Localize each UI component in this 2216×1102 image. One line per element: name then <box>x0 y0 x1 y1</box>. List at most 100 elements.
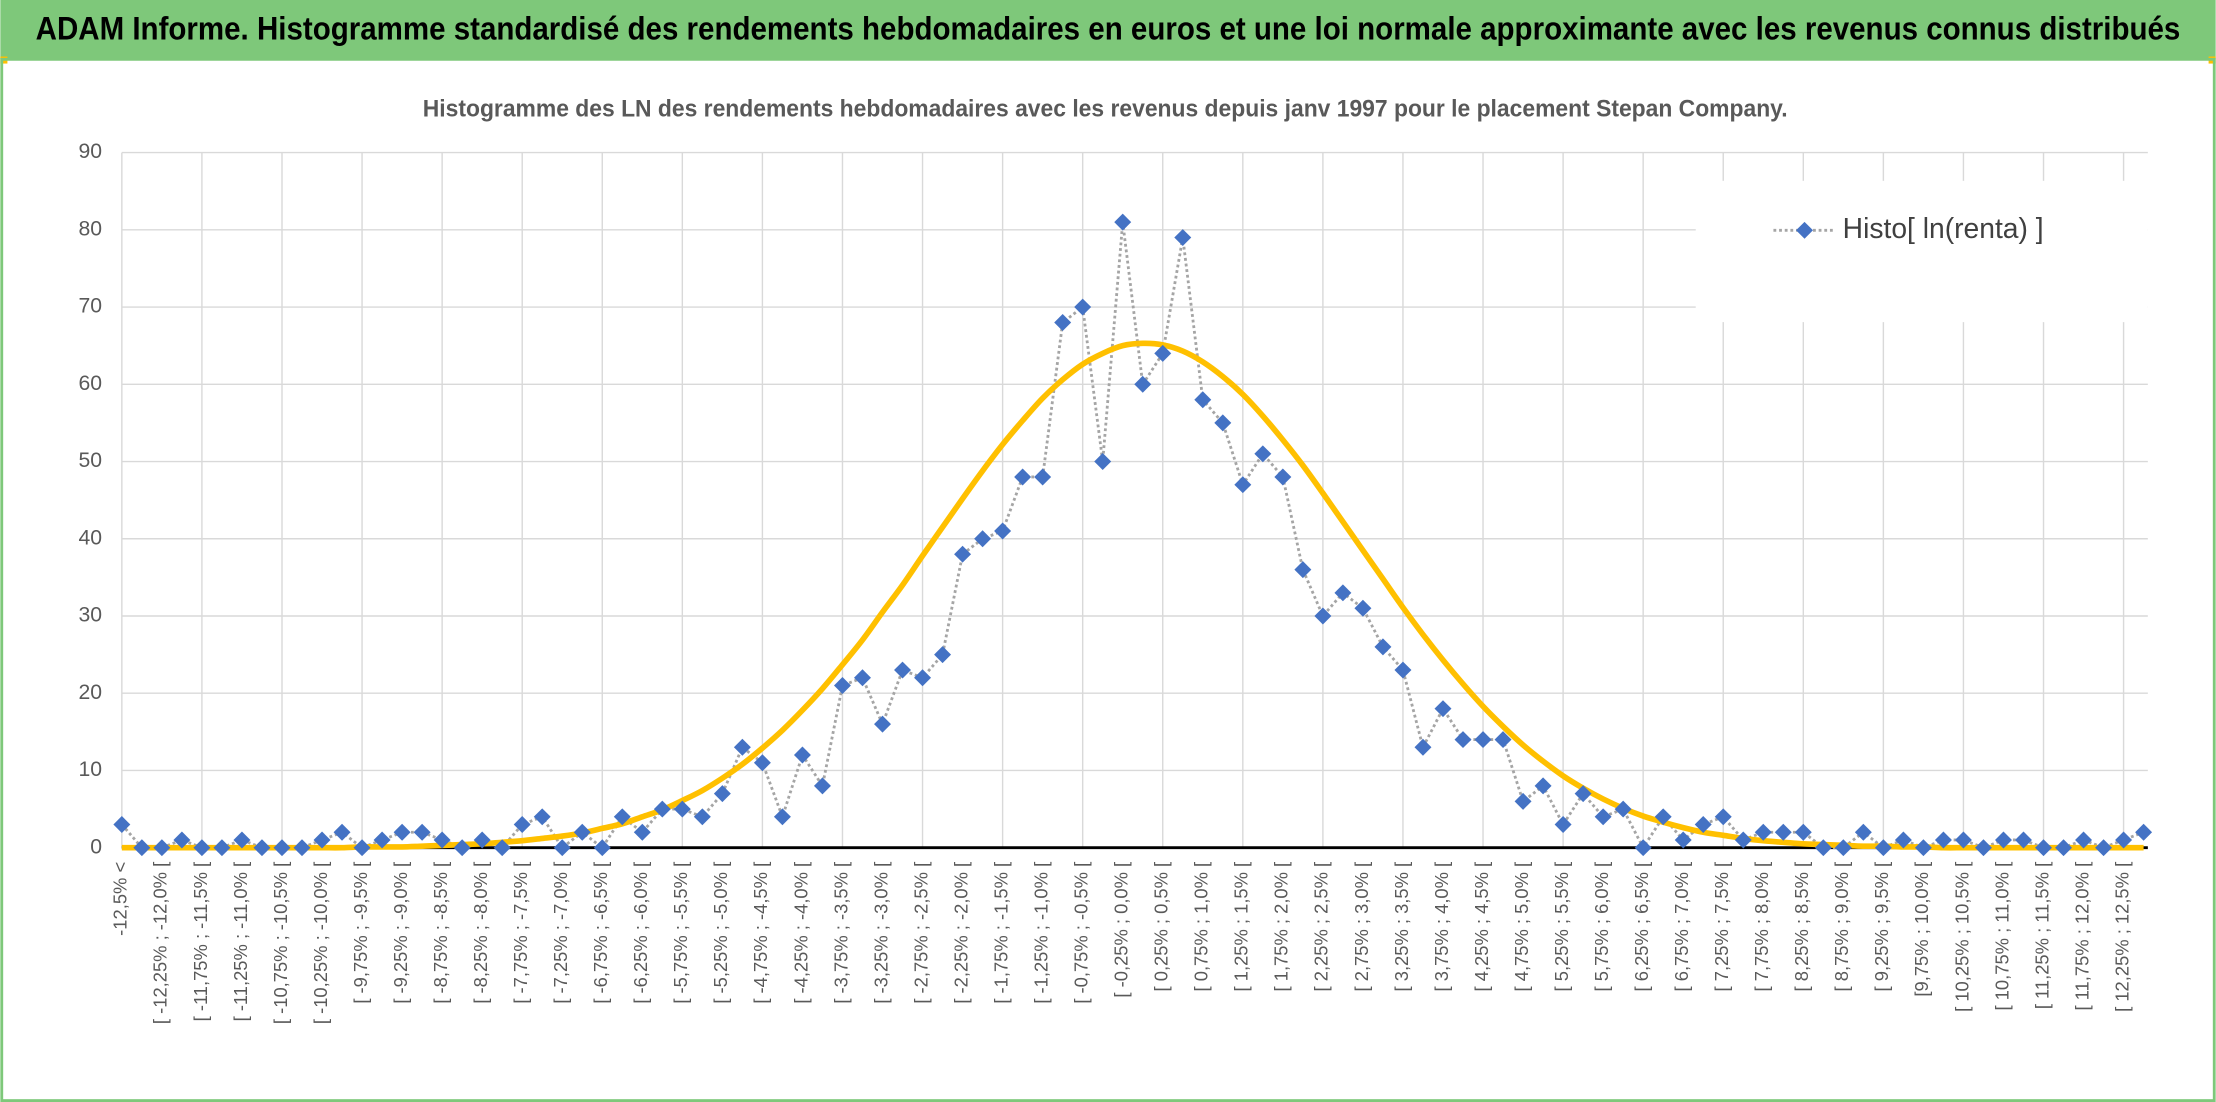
marker <box>1834 839 1852 857</box>
marker <box>813 777 831 795</box>
marker <box>513 816 531 833</box>
marker <box>1874 839 1892 857</box>
x-tick-label: [ 8,25% ; 8,5% [ <box>1791 862 1812 992</box>
x-tick-label: [ -3,25% ; -3,0% [ <box>870 862 891 1004</box>
marker <box>1254 445 1272 463</box>
y-tick-label: 50 <box>78 449 102 472</box>
x-tick-label: [ 2,25% ; 2,5% [ <box>1311 862 1332 992</box>
x-tick-label: [9,75% ; 10,0% [ <box>1911 862 1932 997</box>
marker <box>133 839 151 857</box>
marker <box>333 823 351 841</box>
marker <box>1454 731 1472 749</box>
x-tick-label: [ -5,75% ; -5,5% [ <box>670 862 691 1004</box>
x-tick-label: [ 10,25% ; 10,5% [ <box>1951 862 1972 1012</box>
marker <box>593 839 611 857</box>
marker <box>633 823 651 841</box>
x-tick-label: [ -8,75% ; -8,5% [ <box>430 862 451 1004</box>
x-tick-label: [ 11,25% ; 11,5% [ <box>2031 862 2052 1009</box>
marker <box>2015 831 2032 849</box>
x-tick-label: [ 12,25% ; 12,5% [ <box>2111 862 2132 1012</box>
marker <box>693 808 711 826</box>
x-tick-label: [ -0,75% ; -0,5% [ <box>1071 862 1092 1004</box>
marker <box>854 669 871 687</box>
marker <box>413 823 431 841</box>
marker <box>193 839 211 857</box>
marker <box>1634 839 1652 857</box>
x-tick-label: [ -10,25% ; -10,0% [ <box>310 862 331 1024</box>
x-tick-label: [ -5,25% ; -5,0% [ <box>710 862 731 1004</box>
marker <box>1534 777 1552 795</box>
marker <box>2135 823 2153 841</box>
title-banner <box>0 0 2216 60</box>
marker <box>833 677 851 694</box>
marker <box>1474 731 1492 749</box>
marker <box>553 839 571 857</box>
marker <box>974 530 992 548</box>
marker <box>613 808 631 826</box>
marker <box>533 808 551 826</box>
x-tick-label: [ -8,25% ; -8,0% [ <box>470 862 491 1004</box>
marker <box>1954 831 1972 849</box>
marker <box>894 661 912 679</box>
x-tick-label: [ -6,75% ; -6,5% [ <box>590 862 611 1004</box>
marker <box>793 746 811 764</box>
marker <box>1094 453 1112 470</box>
marker <box>1714 808 1732 826</box>
x-tick-label: [ -7,75% ; -7,5% [ <box>510 862 531 1004</box>
x-tick-label: [ 3,75% ; 4,0% [ <box>1431 862 1452 992</box>
x-tick-label: [ 5,75% ; 6,0% [ <box>1591 862 1612 992</box>
y-tick-label: 10 <box>78 758 102 781</box>
marker <box>493 839 511 857</box>
x-tick-label: [ -4,25% ; -4,0% [ <box>790 862 811 1004</box>
marker <box>1614 800 1632 818</box>
marker <box>653 800 671 818</box>
x-tick-label: [ 1,25% ; 1,5% [ <box>1231 862 1252 992</box>
marker <box>1434 700 1452 718</box>
marker <box>914 669 932 687</box>
marker <box>1014 468 1032 486</box>
y-tick-label: 80 <box>78 217 102 240</box>
marker <box>874 715 891 733</box>
x-tick-label: [ -9,75% ; -9,5% [ <box>350 862 371 1004</box>
legend-marker <box>1796 221 1813 239</box>
x-tick-label: [ 0,25% ; 0,5% [ <box>1151 862 1172 992</box>
x-tick-label: [ -12,25% ; -12,0% [ <box>150 862 171 1024</box>
marker <box>994 522 1012 540</box>
x-tick-label: [ 7,75% ; 8,0% [ <box>1751 862 1772 992</box>
x-tick-label: [ -7,25% ; -7,0% [ <box>550 862 571 1004</box>
marker <box>1994 831 2012 849</box>
marker <box>1674 831 1692 849</box>
marker <box>773 808 791 826</box>
y-tick-label: 60 <box>78 372 102 395</box>
marker <box>1774 823 1792 841</box>
marker <box>733 738 751 756</box>
marker <box>473 831 491 849</box>
y-tick-label: 70 <box>78 295 102 318</box>
x-tick-label: [ 4,75% ; 5,0% [ <box>1511 862 1532 992</box>
marker <box>1154 344 1172 362</box>
marker <box>2055 839 2073 857</box>
marker <box>1134 375 1152 393</box>
marker <box>1914 839 1932 857</box>
marker <box>153 839 171 857</box>
marker <box>313 831 331 849</box>
plot <box>113 213 2153 857</box>
banner-title: ADAM Informe. Histogramme standardisé de… <box>36 11 2181 47</box>
x-tick-label: [ -11,25% ; -11,0% [ <box>230 862 251 1022</box>
marker <box>1314 607 1332 625</box>
marker <box>1354 599 1372 617</box>
x-tick-label: [ -6,25% ; -6,0% [ <box>630 862 651 1004</box>
x-tick-label: [ -2,75% ; -2,5% [ <box>910 862 931 1004</box>
legend-box <box>1695 180 2148 323</box>
marker <box>293 839 311 857</box>
marker <box>673 800 691 818</box>
marker <box>373 831 391 849</box>
x-tick-label: [ -3,75% ; -3,5% [ <box>830 862 851 1004</box>
y-tick-label: 20 <box>78 681 102 704</box>
x-tick-label: [ -10,75% ; -10,5% [ <box>270 862 291 1024</box>
x-tick-label: [ 6,25% ; 6,5% [ <box>1631 862 1652 992</box>
x-tick-label: [ 11,75% ; 12,0% [ <box>2071 862 2092 1011</box>
x-tick-label: [ 1,75% ; 2,0% [ <box>1271 862 1292 992</box>
x-tick-label: [ 10,75% ; 11,0% [ <box>1991 862 2012 1011</box>
marker <box>573 823 591 841</box>
